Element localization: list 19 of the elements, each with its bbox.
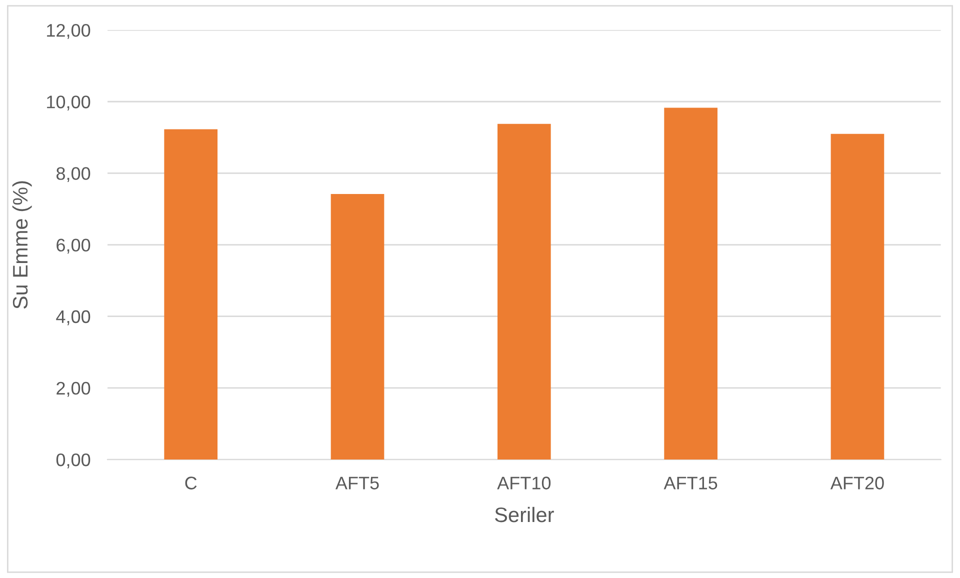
y-tick-label: 4,00 <box>56 310 90 326</box>
y-tick-label: 2,00 <box>56 382 90 397</box>
bar <box>497 124 551 460</box>
bar <box>830 134 884 460</box>
y-tick-label: 0,00 <box>56 453 90 468</box>
x-axis-title: Seriler <box>495 506 554 522</box>
bar <box>664 108 718 460</box>
y-tick-label: 10,00 <box>47 96 90 110</box>
bar <box>330 194 384 460</box>
y-axis-title: Su Emme (%) <box>12 181 32 309</box>
y-tick-label: 6,00 <box>56 238 90 254</box>
x-tick-label: AFT10 <box>497 476 551 490</box>
y-tick-label: 12,00 <box>47 24 90 39</box>
x-tick-label: AFT20 <box>830 476 884 490</box>
x-tick-label: C <box>185 476 197 490</box>
y-tick-label: 8,00 <box>56 167 90 182</box>
x-tick-label: AFT5 <box>335 476 379 490</box>
bar <box>164 129 218 460</box>
x-tick-label: AFT15 <box>664 476 718 490</box>
